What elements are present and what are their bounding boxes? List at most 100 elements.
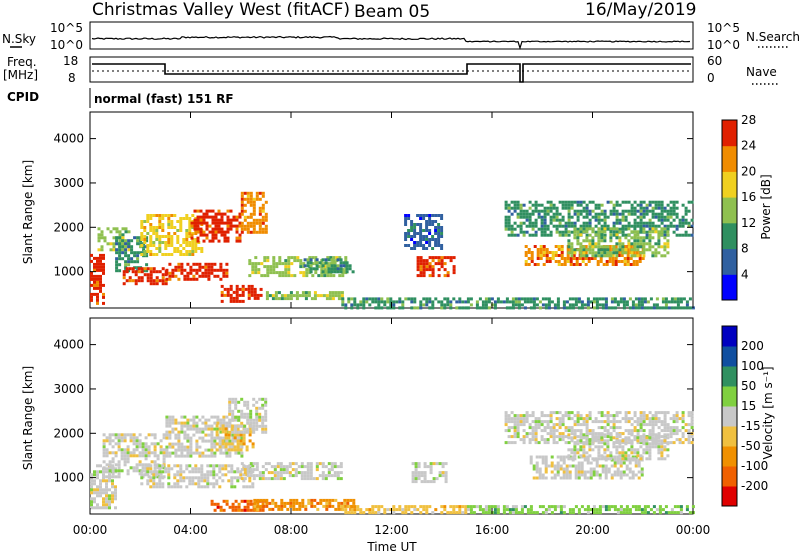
freq-trace [92, 63, 691, 83]
colorbar-swatch [722, 145, 737, 172]
power-region [341, 297, 468, 310]
power-marks [90, 191, 695, 310]
colorbar-tick-label: -100 [741, 459, 768, 473]
colorbar-swatch [722, 248, 737, 275]
colorbar-tick-label: -50 [741, 439, 761, 453]
freq-tick-bottom: 8 [68, 71, 76, 85]
power-region [303, 258, 355, 274]
y-tick-label: 4000 [53, 132, 84, 146]
velocity-panel: Slant Range [km] 1000 2000 3000 4000 -200 -1… [21, 317, 775, 515]
colorbar-swatch [722, 274, 737, 301]
colorbar-swatch [722, 171, 737, 198]
y-tick-label: 2000 [53, 426, 84, 440]
colorbar-swatch [722, 386, 737, 407]
nsky-label: N.Sky [2, 32, 36, 46]
colorbar-swatch [722, 486, 737, 507]
beam-title: Beam 05 [354, 2, 430, 22]
power-region [265, 291, 344, 301]
power-region [416, 256, 456, 278]
x-tick-label: 00:00 [676, 523, 711, 537]
colorbar-swatch [722, 346, 737, 367]
colorbar-swatch [722, 406, 737, 427]
power-region [220, 284, 263, 303]
colorbar-swatch [722, 366, 737, 387]
y-tick-label: 1000 [53, 265, 84, 279]
colorbar-swatch [722, 120, 737, 147]
freq-panel: Freq. [MHz] 18 8 60 0 Nave [3, 54, 780, 85]
colorbar-tick-label: 100 [741, 359, 764, 373]
velocity-region [567, 433, 670, 461]
y-tick-label: 1000 [53, 471, 84, 485]
power-region [90, 253, 105, 305]
x-tick-label: 08:00 [274, 523, 309, 537]
x-tick-label: 20:00 [575, 523, 610, 537]
velocity-region [411, 462, 448, 484]
power-region [122, 267, 168, 286]
power-colorbar-label: Power [dB] [759, 174, 773, 239]
velocity-region [228, 397, 268, 434]
nave-tick-top: 60 [707, 54, 722, 68]
velocity-yticks: 1000 2000 3000 4000 [53, 338, 693, 485]
velocity-colorbar-label: Velocity [m s⁻¹] [761, 366, 775, 459]
colorbar-frame [721, 325, 738, 507]
x-tick-label: 00:00 [73, 523, 108, 537]
colorbar-tick-label: -200 [741, 479, 768, 493]
power-region [466, 297, 695, 310]
colorbar-tick-label: 24 [741, 139, 756, 153]
power-region [567, 227, 670, 258]
power-region [165, 262, 229, 281]
power-ylabel: Slant Range [km] [21, 160, 35, 264]
freq-unit: [MHz] [3, 68, 38, 82]
date-title: 16/May/2019 [585, 0, 697, 20]
velocity-region [240, 462, 343, 481]
velocity-ylabel: Slant Range [km] [21, 366, 35, 470]
velocity-marks [90, 397, 695, 515]
colorbar-tick-label: 15 [741, 399, 756, 413]
colorbar-frame [721, 119, 738, 301]
freq-tick-top: 18 [63, 54, 78, 68]
y-tick-label: 2000 [53, 220, 84, 234]
colorbar-tick-label: 200 [741, 339, 764, 353]
power-region [140, 214, 204, 256]
cpid-label: CPID [7, 90, 39, 104]
x-axis-label: Time UT [366, 540, 417, 554]
y-tick-label: 3000 [53, 176, 84, 190]
nsky-panel: N.Sky 10^5 10^0 N.Search 10^5 10^0 [2, 21, 800, 52]
nsky-frame [89, 21, 694, 50]
velocity-region [215, 424, 255, 452]
power-panel: Slant Range [km] 1000 2000 3000 4000 4 8 12 16… [21, 111, 773, 310]
freq-frame [89, 56, 694, 83]
colorbar-tick-label: 20 [741, 164, 756, 178]
power-colorbar: 4 8 12 16 20 24 28 [721, 113, 756, 301]
power-region [240, 191, 268, 234]
x-tick-label: 16:00 [475, 523, 510, 537]
x-tick-label: 12:00 [374, 523, 409, 537]
nsky-trace [91, 35, 691, 51]
station-title: Christmas Valley West (fitACF) [92, 0, 350, 20]
nave-label: Nave [746, 65, 777, 79]
velocity-region [140, 464, 255, 489]
colorbar-tick-label: 28 [741, 113, 756, 127]
x-axis: 00:00 04:00 08:00 12:00 16:00 20:00 00:00 [73, 112, 711, 537]
power-region [524, 245, 645, 266]
colorbar-tick-label: -15 [741, 419, 761, 433]
nsky-tick-bottom: 10^0 [50, 38, 83, 52]
velocity-colorbar: -200 -100 -50 -15 15 50 100 200 [721, 325, 768, 507]
velocity-region [253, 498, 356, 511]
colorbar-swatch [722, 197, 737, 224]
nsearch-tick-top: 10^5 [707, 21, 740, 35]
y-tick-label: 4000 [53, 338, 84, 352]
y-tick-label: 3000 [53, 382, 84, 396]
nave-tick-bottom: 0 [707, 71, 715, 85]
colorbar-swatch [722, 326, 737, 347]
nsky-tick-top: 10^5 [50, 21, 83, 35]
colorbar-swatch [722, 466, 737, 487]
cpid-value: normal (fast) 151 RF [94, 92, 234, 106]
colorbar-tick-label: 8 [741, 242, 749, 256]
power-yticks: 1000 2000 3000 4000 [53, 132, 693, 279]
colorbar-swatch [722, 446, 737, 467]
colorbar-tick-label: 16 [741, 190, 756, 204]
colorbar-tick-label: 12 [741, 216, 756, 230]
colorbar-swatch [722, 426, 737, 447]
